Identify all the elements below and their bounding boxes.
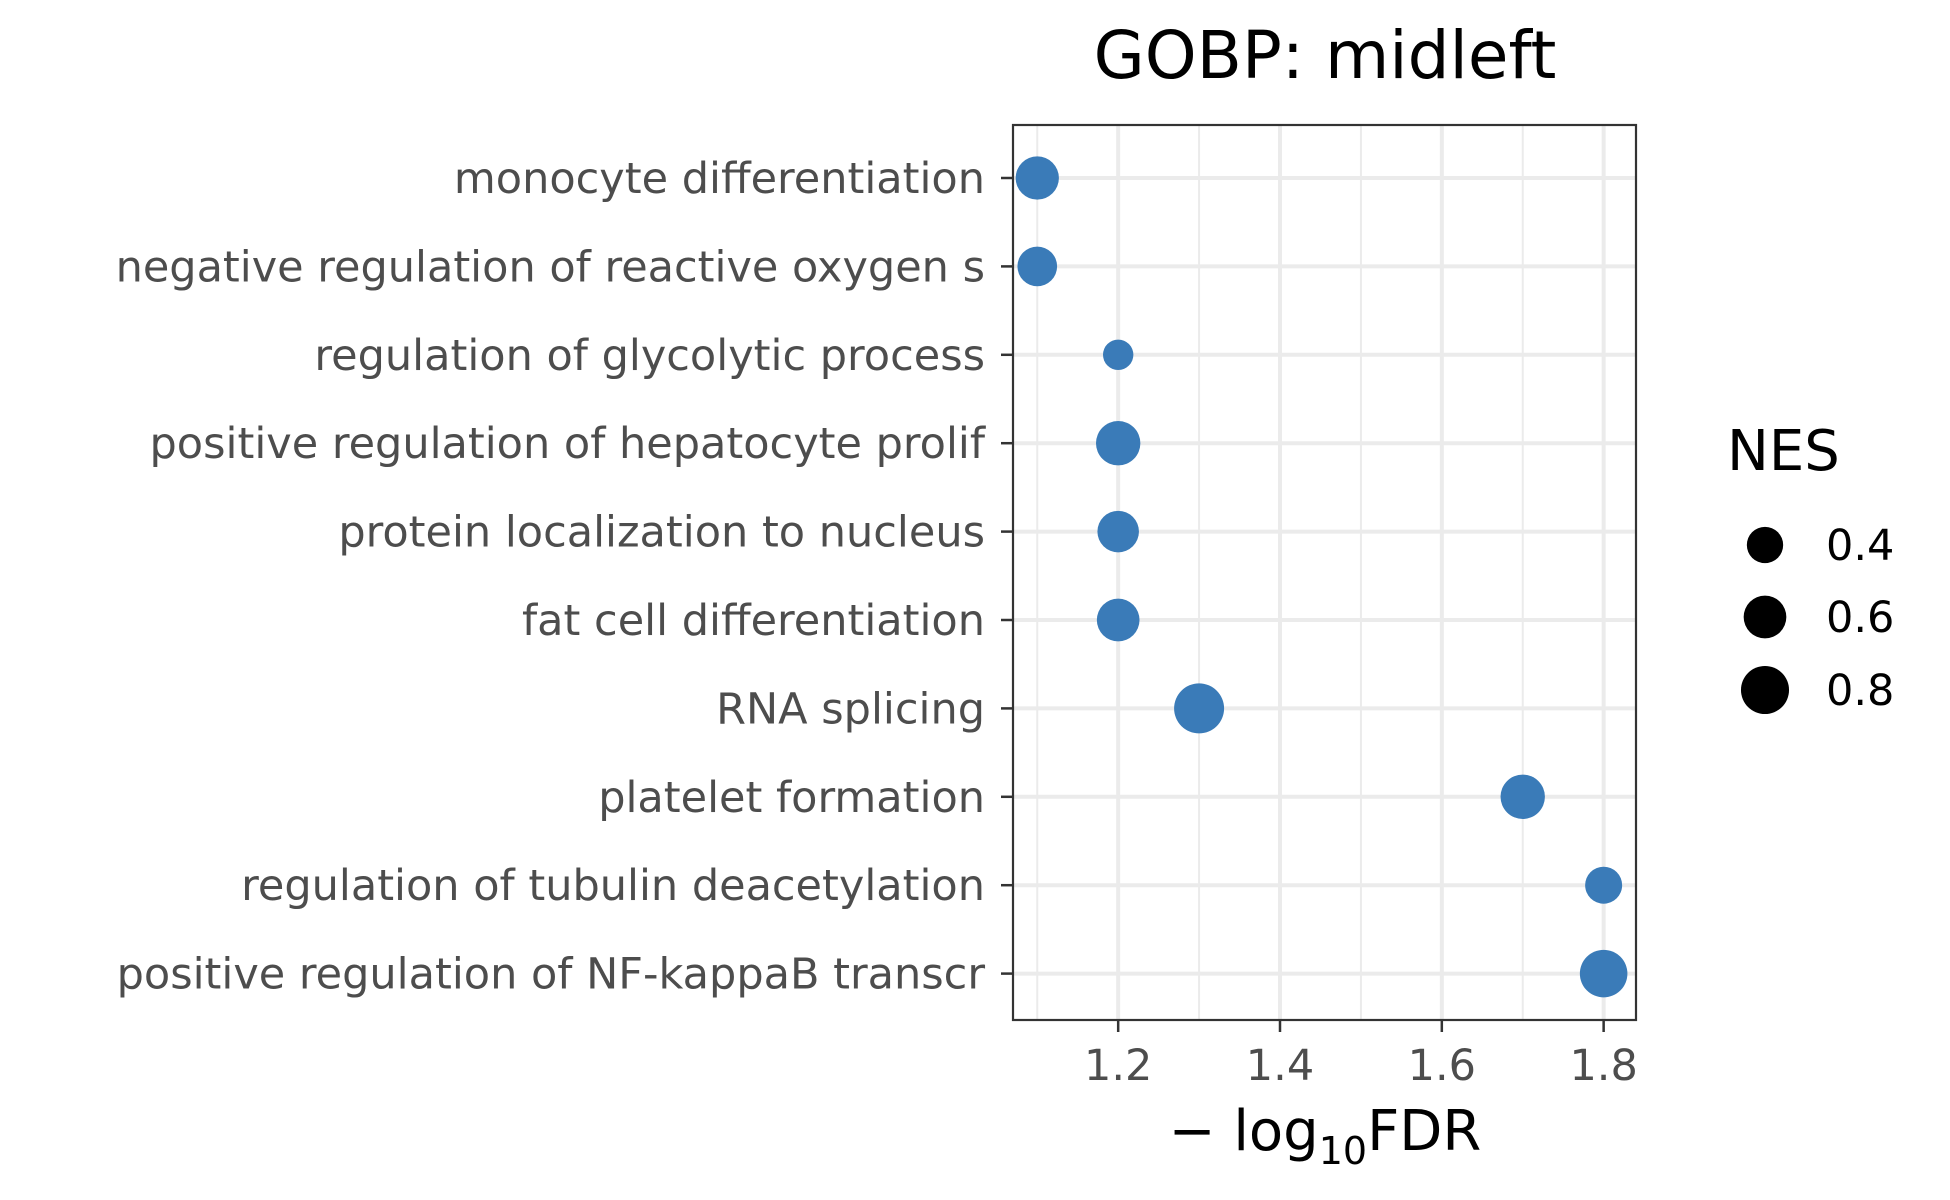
data-point	[1095, 421, 1141, 466]
legend-title: NES	[1727, 419, 1840, 484]
grid-lines	[1013, 125, 1636, 1020]
data-point	[1017, 246, 1058, 287]
category-label: regulation of tubulin deacetylation	[241, 861, 985, 911]
size-legend: 0.4 0.6 0.8	[1740, 521, 1894, 716]
legend-key-circle	[1746, 526, 1784, 564]
x-axis-title-subscript: 10	[1319, 1129, 1367, 1173]
data-point	[1096, 598, 1140, 642]
legend-key-circle	[1740, 665, 1790, 715]
chart-title: GOBP: midleft	[1094, 17, 1557, 94]
data-point	[1174, 683, 1225, 734]
category-label: positive regulation of hepatocyte prolif	[150, 419, 986, 469]
data-point	[1579, 949, 1628, 998]
legend-key-label: 0.6	[1826, 593, 1894, 643]
category-label: protein localization to nucleus	[338, 508, 985, 558]
x-tick-label: 1.8	[1569, 1041, 1637, 1091]
legend-key-label: 0.8	[1826, 666, 1894, 716]
axis-ticks	[1001, 176, 1605, 1032]
x-tick-label: 1.4	[1246, 1041, 1314, 1091]
category-label: monocyte differentiation	[454, 154, 985, 204]
data-point	[1500, 774, 1545, 819]
x-tick-label: 1.2	[1084, 1041, 1152, 1091]
data-point	[1015, 156, 1059, 200]
x-axis-title-suffix: FDR	[1367, 1099, 1481, 1164]
data-point	[1097, 510, 1139, 553]
x-tick-label: 1.6	[1408, 1041, 1476, 1091]
x-axis-title: − log10FDR	[1169, 1099, 1482, 1173]
data-point	[1102, 339, 1134, 370]
data-points	[1015, 156, 1628, 998]
category-label: platelet formation	[598, 773, 985, 823]
category-label: positive regulation of NF-kappaB transcr	[117, 950, 986, 1000]
x-axis-title-prefix: − log	[1169, 1099, 1319, 1164]
legend-key-circle	[1743, 595, 1787, 639]
plot-panel-border	[1011, 123, 1638, 1022]
category-label: regulation of glycolytic process	[314, 331, 985, 381]
category-label: RNA splicing	[716, 684, 985, 734]
legend-key-label: 0.4	[1826, 521, 1894, 571]
category-label: negative regulation of reactive oxygen s	[116, 242, 985, 292]
x-tick-labels: 1.2 1.4 1.6 1.8	[1084, 1041, 1638, 1091]
category-labels: monocyte differentiation negative regulat…	[116, 154, 986, 1000]
data-point	[1585, 866, 1623, 904]
category-label: fat cell differentiation	[522, 596, 985, 646]
